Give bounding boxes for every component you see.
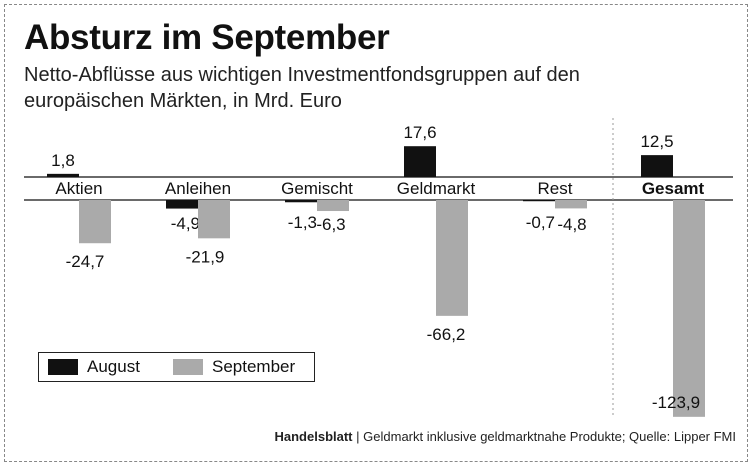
value-label-august-rest: -0,7 <box>526 213 555 232</box>
category-label-aktien: Aktien <box>55 179 102 198</box>
value-label-august-aktien: 1,8 <box>51 151 75 170</box>
category-label-rest: Rest <box>538 179 573 198</box>
chart-title: Absturz im September <box>24 18 390 57</box>
bar-august-rest <box>523 200 555 202</box>
value-label-september-geldmarkt: -66,2 <box>427 325 466 344</box>
value-label-september-gemischt: -6,3 <box>316 215 345 234</box>
value-label-september-anleihen: -21,9 <box>186 247 225 266</box>
bar-september-rest <box>555 200 587 209</box>
value-label-september-aktien: -24,7 <box>66 252 105 271</box>
bar-september-gesamt <box>673 200 705 417</box>
bar-september-aktien <box>79 200 111 244</box>
bar-august-aktien <box>47 173 79 177</box>
bar-september-gemischt <box>317 200 349 212</box>
value-label-september-gesamt: -123,9 <box>652 393 700 412</box>
value-label-august-geldmarkt: 17,6 <box>403 123 436 142</box>
bar-september-geldmarkt <box>436 200 468 316</box>
bar-august-gemischt <box>285 200 317 203</box>
source-separator: | <box>356 429 360 444</box>
category-label-geldmarkt: Geldmarkt <box>397 179 476 198</box>
source-text: Geldmarkt inklusive geldmarktnahe Produk… <box>363 429 736 444</box>
legend-item-september: September <box>173 358 295 376</box>
legend-swatch-september <box>173 359 203 375</box>
legend-item-august: August <box>48 358 140 376</box>
legend-swatch-august <box>48 359 78 375</box>
value-label-august-gemischt: -1,3 <box>288 213 317 232</box>
category-label-gesamt: Gesamt <box>642 179 705 198</box>
legend-label-august: August <box>87 357 140 376</box>
value-label-august-anleihen: -4,9 <box>171 214 200 233</box>
bar-august-geldmarkt <box>404 146 436 177</box>
chart-legend: August September <box>38 352 315 382</box>
value-label-august-gesamt: 12,5 <box>640 132 673 151</box>
legend-label-september: September <box>212 357 296 376</box>
bar-september-anleihen <box>198 200 230 239</box>
source-note: Handelsblatt | Geldmarkt inklusive geldm… <box>275 429 737 444</box>
category-label-gemischt: Gemischt <box>281 179 353 198</box>
bar-august-gesamt <box>641 155 673 177</box>
source-brand: Handelsblatt <box>274 429 353 444</box>
bar-august-anleihen <box>166 200 198 209</box>
chart-frame <box>4 4 748 462</box>
chart-subtitle: Netto-Abflüsse aus wichtigen Investmentf… <box>24 62 724 114</box>
category-label-anleihen: Anleihen <box>165 179 231 198</box>
value-label-september-rest: -4,8 <box>557 215 586 234</box>
subtitle-line-1: Netto-Abflüsse aus wichtigen Investmentf… <box>24 64 580 86</box>
subtitle-line-2: europäischen Märkten, in Mrd. Euro <box>24 90 342 112</box>
